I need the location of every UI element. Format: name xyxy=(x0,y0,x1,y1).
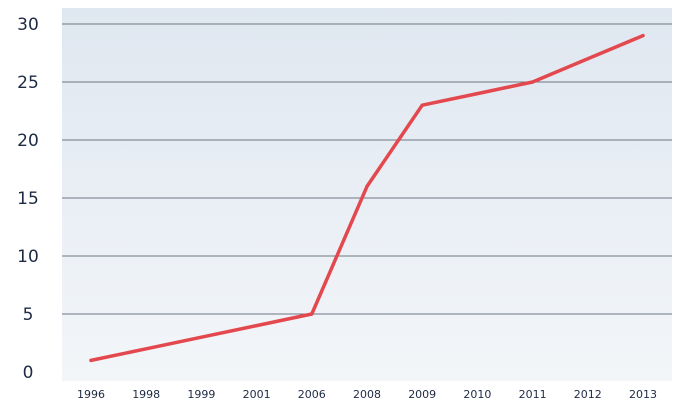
data-point xyxy=(310,312,314,316)
gridlines xyxy=(62,23,672,315)
x-tick-label: 2001 xyxy=(243,388,271,401)
x-tick-label: 1996 xyxy=(77,388,105,401)
x-axis-ticks: 1996 1998 1999 2001 2006 2008 2009 2010 2011 2012… xyxy=(77,388,657,401)
data-point xyxy=(144,347,148,351)
y-tick-label: 20 xyxy=(17,131,39,151)
x-tick-label: 2012 xyxy=(574,388,602,401)
data-point xyxy=(586,57,590,61)
data-point xyxy=(641,34,645,38)
x-tick-label: 2013 xyxy=(629,388,657,401)
x-tick-label: 2006 xyxy=(298,388,326,401)
data-point xyxy=(255,324,259,328)
x-tick-label: 2010 xyxy=(463,388,491,401)
y-tick-label: 30 xyxy=(17,15,39,35)
y-tick-label: 5 xyxy=(23,305,34,325)
y-tick-label: 25 xyxy=(17,73,39,93)
x-tick-label: 1998 xyxy=(132,388,160,401)
data-point xyxy=(199,335,203,339)
data-point xyxy=(365,184,369,188)
x-tick-label: 1999 xyxy=(187,388,215,401)
data-point xyxy=(475,92,479,96)
data-point xyxy=(531,80,535,84)
y-axis-ticks: 0 5 10 15 20 25 30 xyxy=(17,15,39,383)
plot-area xyxy=(62,8,672,381)
y-tick-label: 15 xyxy=(17,189,39,209)
x-tick-label: 2008 xyxy=(353,388,381,401)
y-tick-label: 0 xyxy=(23,363,34,383)
x-tick-label: 2009 xyxy=(408,388,436,401)
y-tick-label: 10 xyxy=(17,247,39,267)
data-point xyxy=(420,103,424,107)
x-tick-label: 2011 xyxy=(519,388,547,401)
series-layer xyxy=(89,33,645,363)
data-point xyxy=(89,358,93,362)
